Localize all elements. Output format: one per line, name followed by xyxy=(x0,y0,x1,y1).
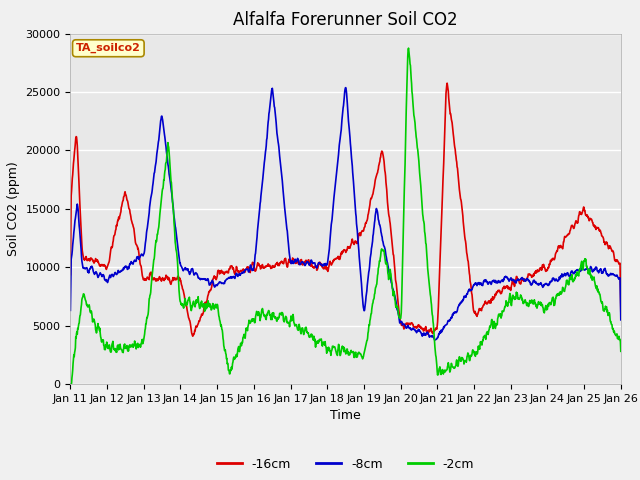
-2cm xyxy=(504,300,511,306)
-2cm xyxy=(404,45,412,51)
-8cm xyxy=(342,85,349,91)
Line: -16cm: -16cm xyxy=(70,83,621,336)
-16cm xyxy=(552,250,560,255)
-16cm xyxy=(431,327,439,333)
-16cm xyxy=(444,80,451,86)
-8cm xyxy=(432,337,440,343)
-8cm xyxy=(175,257,183,263)
-8cm xyxy=(552,276,560,282)
-16cm xyxy=(251,267,259,273)
-2cm xyxy=(175,292,183,298)
-16cm xyxy=(504,283,511,289)
-2cm xyxy=(67,381,74,387)
-2cm xyxy=(189,300,196,306)
-2cm xyxy=(617,348,625,354)
-2cm xyxy=(431,348,439,354)
-8cm xyxy=(189,266,196,272)
-16cm xyxy=(67,272,74,277)
-2cm xyxy=(552,296,559,301)
-8cm xyxy=(250,262,258,267)
-16cm xyxy=(189,332,197,337)
-16cm xyxy=(189,333,196,339)
-8cm xyxy=(67,308,74,313)
-2cm xyxy=(250,319,258,325)
Line: -8cm: -8cm xyxy=(70,88,621,340)
-8cm xyxy=(617,317,625,323)
-8cm xyxy=(504,275,511,281)
Title: Alfalfa Forerunner Soil CO2: Alfalfa Forerunner Soil CO2 xyxy=(234,11,458,29)
-16cm xyxy=(617,308,625,314)
-16cm xyxy=(175,276,183,282)
-8cm xyxy=(431,337,438,343)
Line: -2cm: -2cm xyxy=(70,48,621,384)
Text: TA_soilco2: TA_soilco2 xyxy=(76,43,141,53)
X-axis label: Time: Time xyxy=(330,409,361,422)
Legend: -16cm, -8cm, -2cm: -16cm, -8cm, -2cm xyxy=(212,453,479,476)
Y-axis label: Soil CO2 (ppm): Soil CO2 (ppm) xyxy=(7,161,20,256)
